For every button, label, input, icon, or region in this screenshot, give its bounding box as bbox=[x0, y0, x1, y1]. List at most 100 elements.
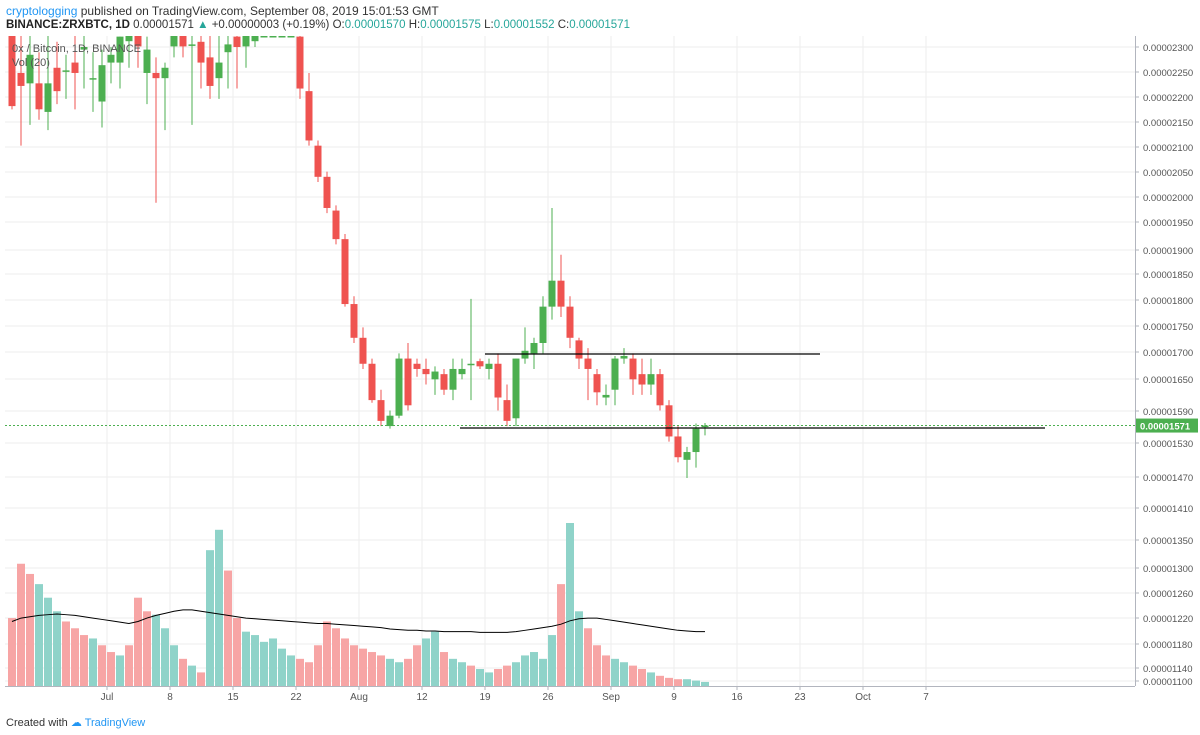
volume-bar bbox=[404, 658, 412, 686]
volume-bar bbox=[431, 631, 439, 686]
legend-title: 0x / Bitcoin, 1D, BINANCE bbox=[12, 43, 141, 55]
time-tick-label: 19 bbox=[479, 692, 491, 703]
volume-bar bbox=[296, 658, 304, 686]
author-link[interactable]: cryptologging bbox=[6, 4, 78, 18]
candle-body bbox=[701, 425, 709, 428]
price-tick-label: 0.00002100 bbox=[1143, 143, 1193, 154]
change-value: +0.00000003 (+0.19%) bbox=[211, 19, 330, 31]
time-tick-label: 8 bbox=[167, 692, 173, 703]
candle-body bbox=[656, 374, 664, 406]
candle-body bbox=[44, 83, 52, 112]
volume-bar bbox=[314, 645, 322, 686]
candle-body bbox=[539, 306, 547, 343]
low-label: L: bbox=[484, 19, 494, 31]
volume-bar bbox=[98, 645, 106, 686]
candle-body bbox=[341, 239, 349, 305]
candle-body bbox=[107, 54, 115, 63]
volume-bar bbox=[593, 645, 601, 686]
candle-body bbox=[395, 358, 403, 416]
volume-bar bbox=[602, 655, 610, 686]
volume-bar bbox=[494, 669, 502, 686]
volume-bar bbox=[566, 523, 574, 686]
chart-background bbox=[5, 36, 1200, 705]
low-value: 0.00001552 bbox=[493, 19, 555, 31]
candle-body bbox=[593, 374, 601, 393]
candle-body bbox=[80, 47, 88, 50]
published-text: published on TradingView.com, September … bbox=[80, 4, 439, 18]
time-tick-label: 7 bbox=[923, 692, 929, 703]
volume-bar bbox=[557, 584, 565, 686]
candle-body bbox=[386, 415, 394, 427]
open-label: O: bbox=[332, 19, 345, 31]
candle-body bbox=[674, 436, 682, 458]
time-tick-label: Jul bbox=[101, 692, 114, 703]
volume-bar bbox=[53, 611, 61, 686]
volume-bar bbox=[422, 638, 430, 686]
volume-bar bbox=[161, 628, 169, 686]
price-tick-label: 0.00001900 bbox=[1143, 246, 1193, 257]
volume-bar bbox=[458, 662, 466, 686]
time-tick-label: 23 bbox=[794, 692, 806, 703]
volume-bar bbox=[152, 614, 160, 686]
volume-bar bbox=[269, 638, 277, 686]
price-tick-label: 0.00001180 bbox=[1143, 640, 1193, 651]
candle-body bbox=[350, 304, 358, 338]
price-tick-label: 0.00001800 bbox=[1143, 296, 1193, 307]
candle-body bbox=[134, 36, 142, 47]
candle-body bbox=[566, 306, 574, 338]
chart-area[interactable]: 0.00002300 0.00002250 0.00002200 0.00002150… bbox=[5, 36, 1200, 705]
price-tick-label: 0.00001850 bbox=[1143, 270, 1193, 281]
volume-bar bbox=[386, 658, 394, 686]
candlestick-chart[interactable]: 0.00002300 0.00002250 0.00002200 0.00002150… bbox=[5, 36, 1200, 705]
volume-bar bbox=[62, 621, 70, 686]
price-tick-label: 0.00001300 bbox=[1143, 564, 1193, 575]
volume-bar bbox=[368, 652, 376, 686]
volume-bar bbox=[467, 665, 475, 686]
tradingview-brand[interactable]: TradingView bbox=[84, 717, 146, 729]
candle-body bbox=[17, 72, 25, 86]
candle-body bbox=[260, 36, 268, 38]
volume-bar bbox=[701, 681, 709, 686]
volume-bar bbox=[8, 618, 16, 686]
candle-body bbox=[314, 145, 322, 177]
price-tick-label: 0.00002000 bbox=[1143, 193, 1193, 204]
candle-body bbox=[323, 176, 331, 208]
candle-body bbox=[359, 337, 367, 364]
volume-bar bbox=[26, 573, 34, 686]
volume-bar bbox=[107, 652, 115, 686]
volume-bar bbox=[476, 669, 484, 686]
volume-bar bbox=[188, 665, 196, 686]
candle-body bbox=[404, 358, 412, 406]
up-triangle-icon: ▲ bbox=[197, 19, 209, 31]
volume-bar bbox=[449, 658, 457, 686]
candle-body bbox=[71, 62, 79, 73]
volume-bar bbox=[80, 635, 88, 686]
volume-bar bbox=[332, 628, 340, 686]
volume-bar bbox=[44, 597, 52, 686]
volume-bar bbox=[620, 662, 628, 686]
last-price-badge bbox=[1136, 418, 1198, 433]
candle-body bbox=[143, 49, 151, 73]
price-tick-label: 0.00002150 bbox=[1143, 118, 1193, 129]
last-price-label: 0.00001571 bbox=[1140, 422, 1191, 433]
candle-body bbox=[530, 342, 538, 354]
candle-body bbox=[125, 36, 133, 42]
candle-body bbox=[503, 400, 511, 421]
volume-bar bbox=[89, 638, 97, 686]
candle-body bbox=[242, 36, 250, 47]
volume-bar bbox=[647, 672, 655, 686]
time-tick-label: 16 bbox=[731, 692, 743, 703]
close-label: C: bbox=[557, 19, 570, 31]
price-tick-label: 0.00001700 bbox=[1143, 348, 1193, 359]
candle-body bbox=[512, 358, 520, 419]
price-tick-label: 0.00001750 bbox=[1143, 322, 1193, 333]
candle-body bbox=[8, 36, 16, 107]
candle-body bbox=[476, 361, 484, 367]
volume-bar bbox=[170, 645, 178, 686]
volume-bar bbox=[413, 645, 421, 686]
volume-bar bbox=[395, 662, 403, 686]
created-with-text: Created with bbox=[6, 717, 68, 729]
volume-bar bbox=[674, 679, 682, 686]
candle-body bbox=[233, 36, 241, 47]
price-tick-label: 0.00001530 bbox=[1143, 439, 1193, 450]
